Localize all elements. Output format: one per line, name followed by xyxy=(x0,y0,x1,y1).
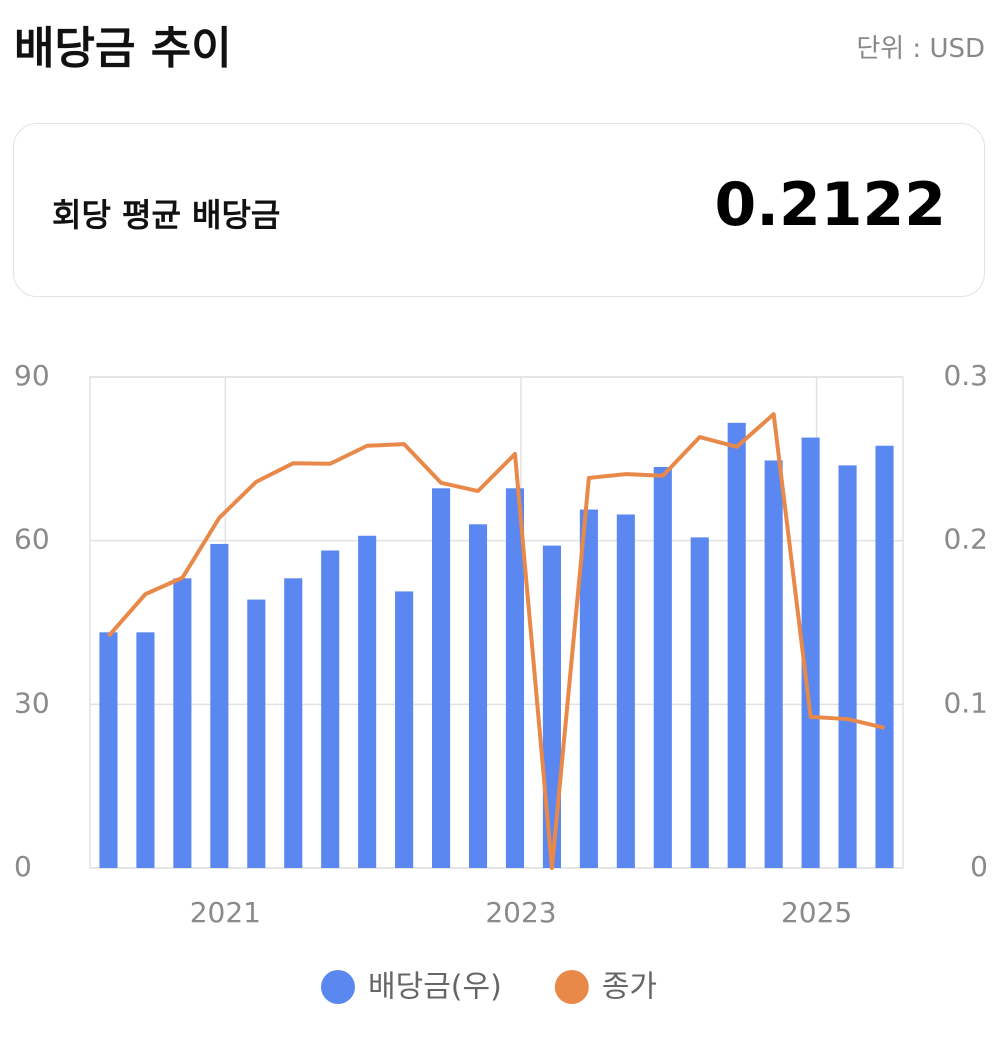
bar xyxy=(247,599,266,868)
legend-marker xyxy=(554,970,589,1004)
y-tick-label: 30 xyxy=(14,686,50,719)
legend-label: 배당금(우) xyxy=(368,970,502,1005)
bar xyxy=(99,632,118,868)
bar xyxy=(432,488,451,868)
bar xyxy=(690,537,709,868)
bar xyxy=(358,535,377,868)
bar xyxy=(136,632,155,868)
unit: 단위 : USD xyxy=(856,34,985,64)
y2-tick-label: 0.1 xyxy=(943,686,988,719)
chart: 0 30 60 90 0 0.1 0.2 0.3 2021 2023 2025 배당금(우) 종가 xyxy=(14,359,988,1005)
bar xyxy=(838,465,857,868)
bar xyxy=(875,445,894,868)
bar xyxy=(579,509,598,868)
bar xyxy=(801,437,820,868)
bar xyxy=(210,543,229,868)
line xyxy=(106,412,885,870)
x-tick-label: 2025 xyxy=(781,896,852,929)
x-tick-label: 2021 xyxy=(190,896,261,929)
bar xyxy=(173,578,192,868)
bar xyxy=(764,460,783,868)
legend-marker xyxy=(321,970,355,1004)
y2-tick-label: 0.3 xyxy=(943,359,988,392)
y-tick-label: 60 xyxy=(14,523,50,556)
bar xyxy=(505,488,525,868)
summary-value: 0.2122 xyxy=(714,170,946,240)
y-tick-label: 90 xyxy=(14,359,50,392)
bar xyxy=(468,524,488,868)
y2-tick-label: 0 xyxy=(970,850,988,883)
title: 배당금 추이 xyxy=(14,23,232,74)
bar xyxy=(653,467,672,868)
bar xyxy=(284,578,303,868)
y-tick-label: 0 xyxy=(14,850,32,883)
y2-tick-label: 0.2 xyxy=(943,523,988,556)
bar xyxy=(727,422,746,868)
legend-label: 종가 xyxy=(602,970,657,1005)
bar xyxy=(542,545,561,868)
bar xyxy=(395,591,414,868)
bar xyxy=(616,514,635,868)
x-tick-label: 2023 xyxy=(485,896,556,929)
summary-label: 회당 평균 배당금 xyxy=(52,196,281,234)
summary-card: 회당 평균 배당금 0.2122 xyxy=(13,123,985,297)
bar xyxy=(321,550,340,868)
